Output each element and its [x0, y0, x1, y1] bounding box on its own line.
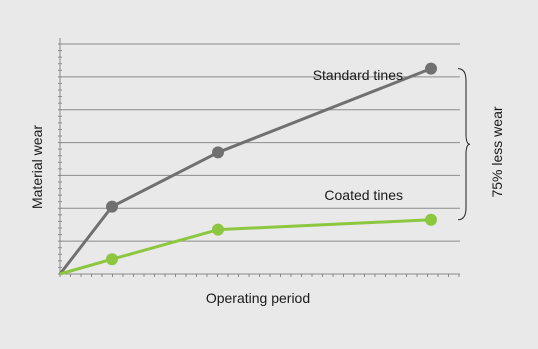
series-lines: [58, 67, 432, 276]
data-point-coated-1: [106, 253, 118, 266]
series-label-coated-tines: Coated tines: [324, 187, 403, 203]
x-axis-label: Operating period: [206, 290, 310, 306]
data-point-coated-3: [425, 213, 437, 226]
data-point-coated-2: [212, 223, 224, 236]
series-line-coated-tines: [59, 218, 432, 276]
difference-bracket: [457, 68, 471, 221]
gridlines: [60, 43, 460, 242]
annotations: [457, 68, 471, 221]
bracket-annotation-text: 75% less wear: [489, 106, 505, 197]
data-point-standard-3: [425, 62, 437, 75]
data-point-standard-2: [212, 146, 224, 159]
series-label-standard-tines: Standard tines: [313, 67, 403, 83]
axes: [58, 38, 460, 277]
y-axis-label: Material wear: [29, 125, 45, 209]
data-point-standard-1: [106, 200, 118, 213]
series-line-standard-tines: [58, 67, 432, 275]
series-points: [106, 62, 437, 266]
